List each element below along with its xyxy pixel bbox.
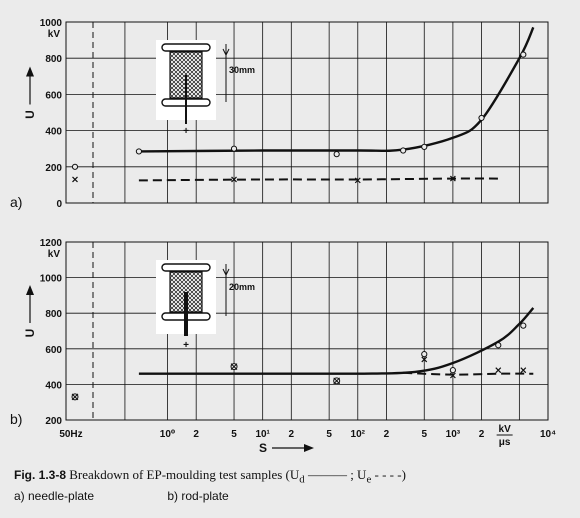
caption-ud-mid: ——— ; U (304, 467, 367, 482)
y-axis-arrowhead (26, 66, 34, 77)
y-tick-label: 400 (45, 127, 62, 138)
x-tick-label: 10³ (446, 429, 461, 440)
caption-ue-sub: e (366, 473, 372, 486)
y-axis-arrowhead (26, 285, 34, 295)
x-tick-label: 2 (289, 429, 295, 440)
data-point-50hz-x (72, 176, 78, 183)
data-point-circle (520, 51, 527, 58)
panel-label: a) (10, 194, 22, 210)
x-tick-label: 10⁴ (540, 429, 556, 440)
x-axis-label: S (259, 441, 267, 455)
polarity-label: + (183, 340, 189, 351)
y-tick-label: 800 (45, 309, 62, 320)
y-tick-label: 1000 (40, 18, 63, 29)
x-tick-label: 2 (384, 429, 390, 440)
x-tick-label: 5 (231, 429, 237, 440)
x-tick-label: 50Hz (59, 429, 82, 440)
data-point-x (354, 177, 361, 184)
series-Ue-line (138, 177, 499, 182)
y-tick-label: 600 (45, 90, 62, 101)
panel-label: b) (10, 411, 22, 427)
electrode-inset: +20mm (156, 260, 255, 351)
data-point-circle (230, 145, 238, 152)
data-point-x (495, 367, 502, 374)
caption-text: Breakdown of EP-moulding test samples (U (69, 467, 300, 482)
y-unit-label: kV (48, 249, 61, 260)
x-unit-us: μs (499, 437, 511, 448)
data-point-x (421, 356, 428, 363)
top-plate (161, 43, 211, 52)
y-axis-label: U (23, 329, 37, 338)
data-point-x (520, 367, 527, 374)
y-unit-label: kV (48, 29, 61, 40)
x-tick-label: 2 (193, 429, 199, 440)
data-point-circle (421, 143, 428, 150)
data-point-circle (400, 147, 407, 154)
data-point-circle (135, 148, 143, 155)
x-tick-label: 10⁰ (160, 429, 176, 440)
top-plate (161, 263, 211, 272)
data-point-combined-x (333, 377, 341, 385)
plot-frame (65, 21, 549, 204)
y-tick-label: 400 (45, 380, 62, 391)
data-point-x (231, 176, 237, 183)
data-point-50hz-circle (71, 163, 79, 170)
data-point-circle (333, 151, 340, 158)
y-tick-label: 200 (45, 416, 62, 427)
gap-label: 20mm (229, 282, 255, 292)
data-point-circle (478, 114, 485, 122)
caption-part-a: a) needle-plate (14, 489, 95, 503)
gap-arrow-top (222, 48, 230, 57)
y-tick-label: 1200 (40, 238, 63, 249)
y-tick-label: 600 (45, 345, 62, 356)
x-tick-label: 2 (479, 429, 485, 440)
y-tick-label: 0 (56, 199, 62, 210)
caption-ue-end: - - - -) (371, 467, 406, 482)
y-tick-label: 200 (45, 163, 62, 174)
figure-caption: Fig. 1.3-8 Breakdown of EP-moulding test… (14, 466, 574, 489)
gap-label: 30mm (229, 65, 255, 75)
x-tick-label: 5 (326, 429, 332, 440)
data-point-combined-x (230, 363, 238, 370)
gap-arrow-top (222, 268, 230, 277)
series-Ud-line (138, 307, 535, 376)
data-point-circle (421, 351, 428, 358)
polarity-label: + (183, 126, 189, 137)
caption-part-b: b) rod-plate (167, 489, 229, 503)
y-axis-label: U (23, 110, 37, 119)
series-Ue-line (403, 371, 534, 376)
x-axis-arrowhead (304, 444, 314, 452)
data-point-x (449, 175, 456, 182)
plot-frame (65, 241, 549, 421)
data-point-circle (495, 342, 502, 349)
x-tick-label: 5 (421, 429, 427, 440)
caption-label: Fig. 1.3-8 (14, 468, 67, 482)
x-axis: 50Hz 10⁰ 2 5 10¹ 2 5 10² 2 5 10³ 2 kV μs 10⁴ S (59, 424, 556, 455)
data-point-circle (449, 367, 456, 374)
x-unit-kv: kV (499, 424, 512, 435)
x-tick-label: 10² (351, 429, 366, 440)
data-point-circle (520, 322, 527, 329)
caption-ud-sub: d (299, 473, 305, 486)
electrode-inset: +30mm (156, 40, 255, 137)
rod-electrode (184, 292, 188, 336)
y-tick-label: 800 (45, 54, 62, 65)
caption-parts: a) needle-plate b) rod-plate (14, 489, 229, 503)
series-Ud-line (138, 26, 535, 153)
data-point-x (449, 372, 456, 379)
x-tick-label: 10¹ (255, 429, 270, 440)
y-tick-label: 1000 (40, 274, 63, 285)
data-point-50hz-combined-x (71, 393, 79, 401)
